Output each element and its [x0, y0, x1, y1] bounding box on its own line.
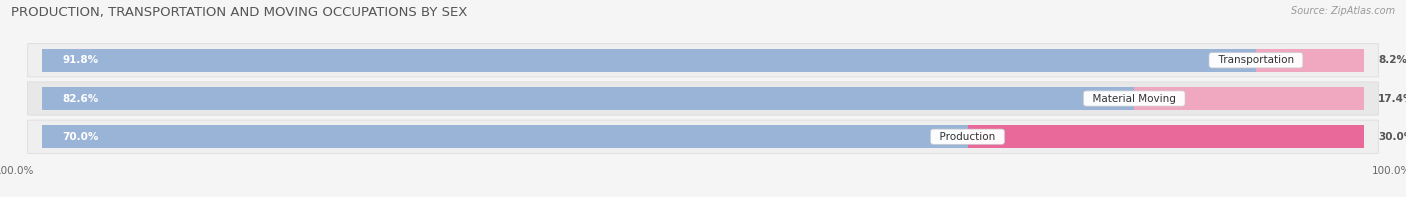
Text: 82.6%: 82.6% [62, 94, 98, 103]
Bar [1256, 49, 1364, 72]
FancyBboxPatch shape [28, 120, 1378, 153]
Bar [1135, 87, 1364, 110]
Text: PRODUCTION, TRANSPORTATION AND MOVING OCCUPATIONS BY SEX: PRODUCTION, TRANSPORTATION AND MOVING OC… [11, 6, 468, 19]
Text: 30.0%: 30.0% [1378, 132, 1406, 142]
Text: 91.8%: 91.8% [62, 55, 98, 65]
Text: Source: ZipAtlas.com: Source: ZipAtlas.com [1291, 6, 1395, 16]
Text: Production: Production [934, 132, 1002, 142]
FancyBboxPatch shape [28, 82, 1378, 115]
Text: Material Moving: Material Moving [1085, 94, 1182, 103]
Text: Transportation: Transportation [1212, 55, 1301, 65]
Bar [967, 125, 1364, 148]
Text: 8.2%: 8.2% [1378, 55, 1406, 65]
FancyBboxPatch shape [28, 44, 1378, 77]
Bar [42, 49, 1256, 72]
Text: 70.0%: 70.0% [62, 132, 98, 142]
Bar [42, 125, 967, 148]
Bar [42, 87, 1135, 110]
Text: 17.4%: 17.4% [1378, 94, 1406, 103]
